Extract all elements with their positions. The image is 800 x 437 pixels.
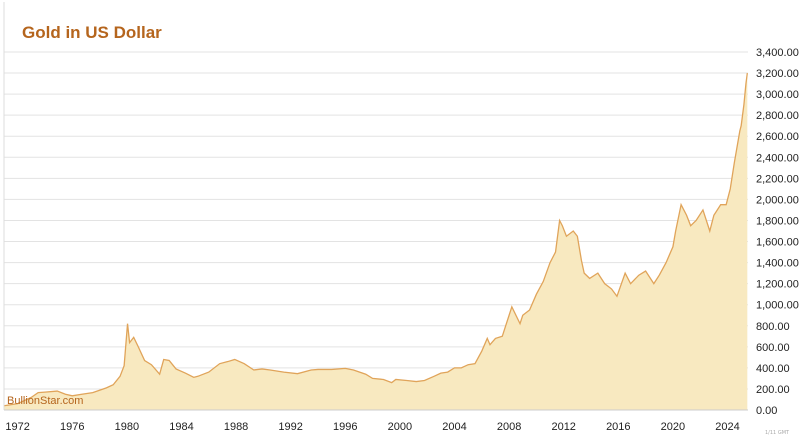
y-tick-label: 1,400.00 (756, 258, 799, 270)
y-tick-label: 2,400.00 (756, 152, 799, 164)
y-tick-label: 1,800.00 (756, 215, 799, 227)
y-tick-label: 0.00 (756, 405, 777, 417)
y-tick-label: 2,200.00 (756, 173, 799, 185)
x-tick-label: 2024 (715, 421, 739, 433)
x-tick-label: 1996 (333, 421, 357, 433)
y-tick-label: 600.00 (756, 342, 790, 354)
y-tick-label: 3,000.00 (756, 89, 799, 101)
x-tick-label: 1984 (169, 421, 193, 433)
y-axis-ticks: 0.00 200.00 400.00 600.00 800.00 1,000.00 1,20… (756, 47, 799, 417)
x-tick-label: 2004 (442, 421, 466, 433)
y-tick-label: 200.00 (756, 384, 790, 396)
y-tick-label: 1,200.00 (756, 279, 799, 291)
x-tick-label: 2008 (497, 421, 521, 433)
x-tick-label: 1988 (224, 421, 248, 433)
corner-note: 1/11 GMT (765, 430, 790, 436)
chart-title: Gold in US Dollar (22, 23, 162, 42)
y-tick-label: 1,000.00 (756, 300, 799, 312)
x-tick-label: 2012 (551, 421, 575, 433)
y-tick-label: 3,400.00 (756, 47, 799, 59)
watermark-text: BullionStar.com (7, 395, 83, 407)
x-tick-label: 1972 (5, 421, 29, 433)
y-tick-label: 800.00 (756, 321, 790, 333)
x-tick-label: 1980 (115, 421, 139, 433)
y-tick-label: 2,800.00 (756, 110, 799, 122)
y-tick-label: 2,000.00 (756, 194, 799, 206)
x-tick-label: 2016 (606, 421, 630, 433)
y-tick-label: 3,200.00 (756, 68, 799, 80)
y-tick-label: 400.00 (756, 363, 790, 375)
x-tick-label: 1992 (278, 421, 302, 433)
price-area-fill (4, 73, 748, 410)
x-tick-label: 1976 (60, 421, 84, 433)
x-tick-label: 2020 (661, 421, 685, 433)
y-tick-label: 1,600.00 (756, 237, 799, 249)
y-tick-label: 2,600.00 (756, 131, 799, 143)
price-line (3, 72, 748, 407)
x-tick-label: 2000 (388, 421, 412, 433)
x-axis-ticks: 1972 1976 1980 1984 1988 1992 1996 2000 2004 2008… (5, 421, 739, 433)
